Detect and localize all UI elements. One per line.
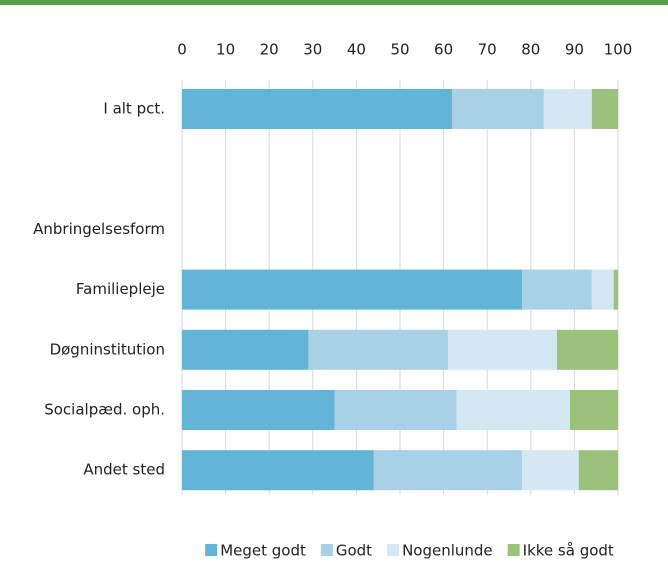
y-tick-label: Andet sted <box>83 461 165 479</box>
bar-segment <box>591 89 618 129</box>
bar-segment <box>570 390 618 430</box>
y-tick-label: I alt pct. <box>103 100 165 118</box>
x-tick-label: 20 <box>260 41 279 59</box>
x-tick-label: 90 <box>565 41 584 59</box>
bar-segment <box>591 269 614 310</box>
legend-label: Meget godt <box>220 542 306 560</box>
x-tick-label: 70 <box>478 41 497 59</box>
bar-segment <box>613 269 618 310</box>
top-band <box>0 0 668 5</box>
y-tick-label: Familiepleje <box>76 280 165 298</box>
bar-segment <box>452 89 544 129</box>
legend-label: Nogenlunde <box>402 542 493 560</box>
x-tick-label: 50 <box>390 41 409 59</box>
bar-segment <box>522 450 579 491</box>
bar-segment <box>182 390 335 430</box>
bar-segment <box>308 329 448 370</box>
x-tick-label: 30 <box>303 41 322 59</box>
bar-segment <box>182 269 523 310</box>
legend-swatch <box>320 544 333 556</box>
x-tick-label: 10 <box>216 41 235 59</box>
bar-segment <box>578 450 618 491</box>
x-tick-label: 40 <box>347 41 366 59</box>
x-tick-label: 100 <box>604 41 633 59</box>
bar-segment <box>543 89 592 129</box>
x-tick-label: 80 <box>521 41 540 59</box>
legend-swatch <box>387 544 400 556</box>
legend-label: Godt <box>336 542 372 560</box>
legend-swatch <box>205 544 218 556</box>
x-tick-label: 0 <box>177 41 187 59</box>
bar-segment <box>334 390 457 430</box>
bar-segment <box>447 329 557 370</box>
y-tick-label: Døgninstitution <box>50 340 165 358</box>
y-tick-label: Socialpæd. oph. <box>44 401 165 419</box>
bar-segment <box>556 329 618 370</box>
legend-label: Ikke så godt <box>523 542 614 560</box>
bar-segment <box>182 450 374 491</box>
y-tick-label: Anbringelsesform <box>33 220 165 238</box>
bar-segment <box>373 450 523 491</box>
bar-segment <box>522 269 592 310</box>
bar-segment <box>182 329 309 370</box>
x-tick-label: 60 <box>434 41 453 59</box>
bar-segment <box>456 390 571 430</box>
bar-segment <box>182 89 453 129</box>
legend-swatch <box>507 544 520 556</box>
